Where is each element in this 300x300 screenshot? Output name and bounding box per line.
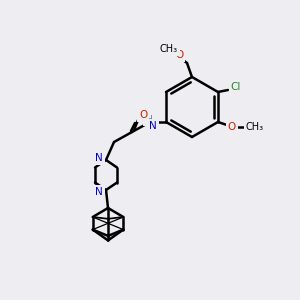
Text: N: N [95,153,103,163]
Text: CH₃: CH₃ [246,122,264,132]
Text: O: O [175,50,183,60]
Text: N: N [95,187,103,197]
Text: Cl: Cl [231,82,241,92]
Text: O: O [139,110,147,120]
Text: N: N [149,121,157,131]
Text: CH₃: CH₃ [160,44,178,54]
Text: O: O [228,122,236,132]
Text: H: H [145,116,152,124]
